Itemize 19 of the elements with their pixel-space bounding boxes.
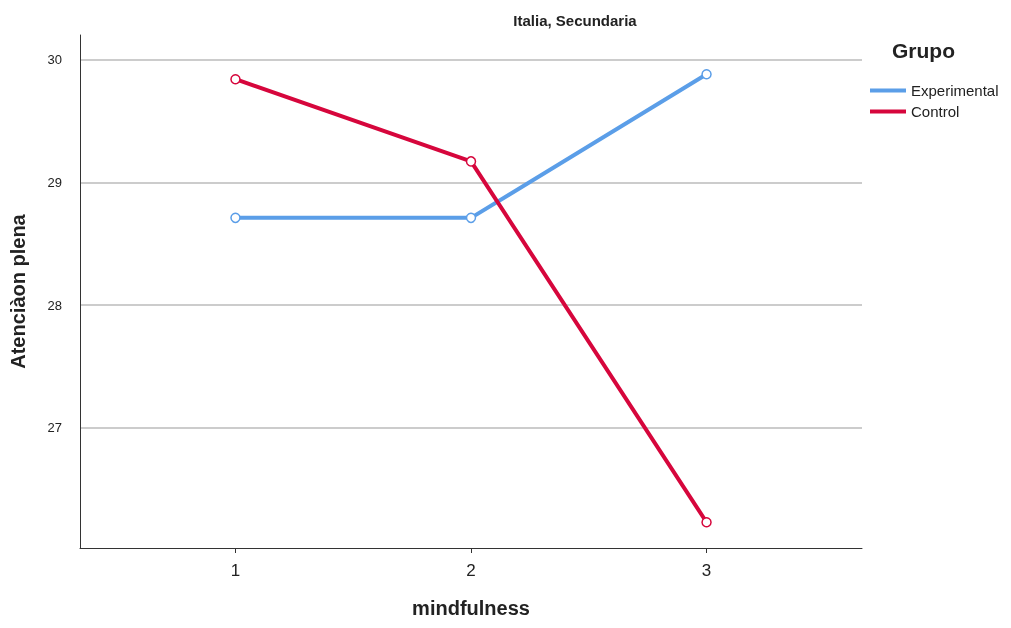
legend-title: Grupo <box>892 39 955 62</box>
point <box>230 73 241 85</box>
x-tick-label: 1 <box>230 561 241 580</box>
point <box>465 212 477 224</box>
y-tick-label: 29 <box>47 174 62 190</box>
y-tick-label: 27 <box>47 420 62 436</box>
x-axis-title: mindfulness <box>412 597 530 619</box>
point <box>701 516 712 528</box>
point <box>230 212 241 224</box>
legend-label: Experimental <box>911 82 999 99</box>
legend-label: Control <box>911 103 960 120</box>
point <box>465 156 477 167</box>
y-tick-label: 30 <box>47 52 62 68</box>
y-tick-label: 28 <box>47 297 62 313</box>
x-tick-label: 2 <box>466 561 476 580</box>
chart-title: Italia, Secundaria <box>513 12 638 29</box>
y-axis-title: Atenciàon plena <box>7 213 29 369</box>
x-tick-label: 3 <box>701 561 712 580</box>
point <box>701 69 712 80</box>
